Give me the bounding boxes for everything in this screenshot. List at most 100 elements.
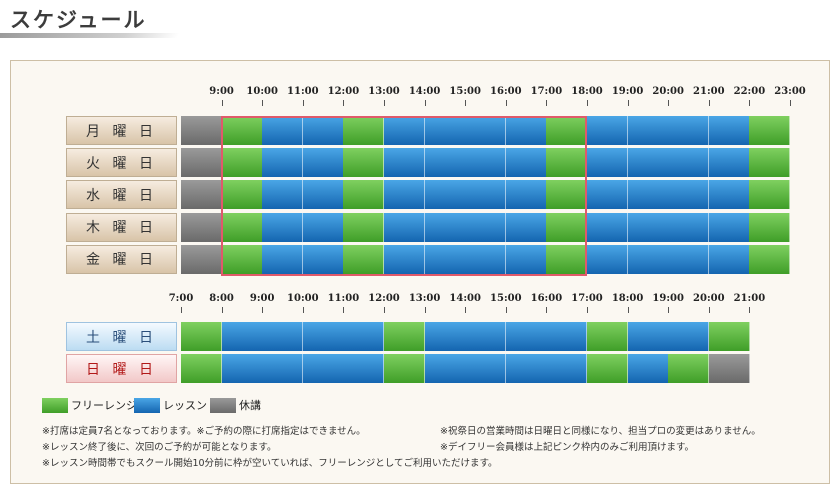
slot-lesson — [668, 148, 710, 178]
slot-lesson — [302, 148, 344, 178]
time-label: 15:00 — [449, 86, 481, 97]
time-label: 13:00 — [368, 86, 400, 97]
slot-lesson — [262, 116, 304, 145]
time-label: 21:00 — [693, 86, 725, 97]
slot-lesson — [465, 322, 507, 351]
slot-free — [546, 180, 588, 210]
lesson-swatch — [134, 397, 160, 413]
slot-rest — [708, 354, 750, 383]
day-label: 金 曜 日 — [66, 244, 177, 274]
slot-free — [384, 354, 426, 383]
time-label: 14:00 — [408, 86, 441, 97]
time-tick — [668, 307, 670, 313]
time-tick — [708, 100, 710, 106]
slot-free — [343, 244, 385, 274]
slot-free — [708, 322, 750, 351]
slot-free — [343, 180, 385, 210]
slot-lesson — [627, 116, 669, 145]
slot-lesson — [262, 322, 304, 351]
time-label: 7:00 — [168, 293, 194, 304]
slot-lesson — [384, 148, 426, 178]
slot-lesson — [262, 148, 304, 178]
slot-free — [181, 322, 223, 351]
time-label: 19:00 — [611, 86, 644, 97]
time-tick — [587, 307, 588, 313]
day-label: 木 曜 日 — [66, 212, 177, 242]
time-tick — [627, 307, 629, 313]
slot-free — [749, 212, 791, 242]
note-1: ※打席は定員7名となっております。※ご予約の際に打席指定はできません。 — [42, 426, 366, 437]
time-tick — [424, 100, 426, 106]
note-3: ※レッスン時間帯でもスクール開始10分前に枠が空いていれば、フリーレンジとしてご… — [42, 458, 498, 469]
time-label: 8:00 — [209, 293, 234, 304]
time-label: 13:00 — [408, 293, 441, 304]
time-tick — [627, 100, 629, 106]
slot-lesson — [668, 180, 710, 210]
slot-free — [546, 244, 588, 274]
time-tick — [343, 307, 345, 313]
time-tick — [546, 100, 548, 106]
time-tick — [262, 307, 264, 313]
slot-lesson — [587, 148, 629, 178]
slot-lesson — [262, 354, 304, 383]
slot-lesson — [708, 244, 750, 274]
slot-lesson — [465, 212, 507, 242]
slot-lesson — [302, 322, 344, 351]
slot-lesson — [384, 244, 426, 274]
time-label: 10:00 — [246, 86, 278, 97]
slot-lesson — [302, 354, 344, 383]
slot-lesson — [465, 244, 507, 274]
day-label-sun: 日 曜 日 — [66, 354, 177, 383]
slot-free — [343, 148, 385, 178]
slot-free — [181, 354, 223, 383]
time-tick — [749, 100, 751, 106]
time-tick — [749, 307, 751, 313]
page-title: スケジュール — [10, 8, 147, 32]
slot-lesson — [302, 116, 344, 145]
slot-free — [668, 354, 710, 383]
time-label: 9:00 — [209, 86, 234, 97]
time-label: 14:00 — [449, 293, 481, 304]
slot-lesson — [546, 322, 588, 351]
slot-lesson — [302, 244, 344, 274]
slot-free — [749, 116, 791, 145]
time-tick — [587, 100, 588, 106]
slot-free — [221, 244, 263, 274]
slot-free — [587, 354, 629, 383]
slot-lesson — [505, 322, 547, 351]
slot-lesson — [505, 212, 547, 242]
slot-lesson — [262, 180, 304, 210]
time-label: 18:00 — [571, 86, 603, 97]
slot-lesson — [668, 244, 710, 274]
slot-lesson — [302, 180, 344, 210]
slot-lesson — [424, 148, 466, 178]
slot-free — [221, 148, 263, 178]
slot-lesson — [587, 116, 629, 145]
slot-lesson — [302, 212, 344, 242]
slot-lesson — [505, 116, 547, 145]
time-label: 18:00 — [611, 293, 644, 304]
slot-lesson — [505, 180, 547, 210]
slot-lesson — [505, 148, 547, 178]
time-label: 20:00 — [652, 86, 684, 97]
slot-lesson — [465, 180, 507, 210]
time-label: 16:00 — [490, 86, 522, 97]
slot-lesson — [587, 212, 629, 242]
slot-free — [749, 244, 791, 274]
slot-lesson — [465, 354, 507, 383]
time-label: 12:00 — [368, 293, 400, 304]
slot-free — [221, 116, 263, 145]
slot-rest — [181, 180, 223, 210]
time-tick — [181, 307, 182, 313]
slot-lesson — [262, 244, 304, 274]
time-label: 23:00 — [774, 86, 806, 97]
slot-lesson — [424, 180, 466, 210]
slot-lesson — [627, 354, 669, 383]
time-label: 21:00 — [733, 293, 766, 304]
slot-lesson — [587, 180, 629, 210]
slot-lesson — [505, 354, 547, 383]
time-tick — [465, 100, 467, 106]
time-tick — [465, 307, 467, 313]
slot-lesson — [221, 322, 263, 351]
